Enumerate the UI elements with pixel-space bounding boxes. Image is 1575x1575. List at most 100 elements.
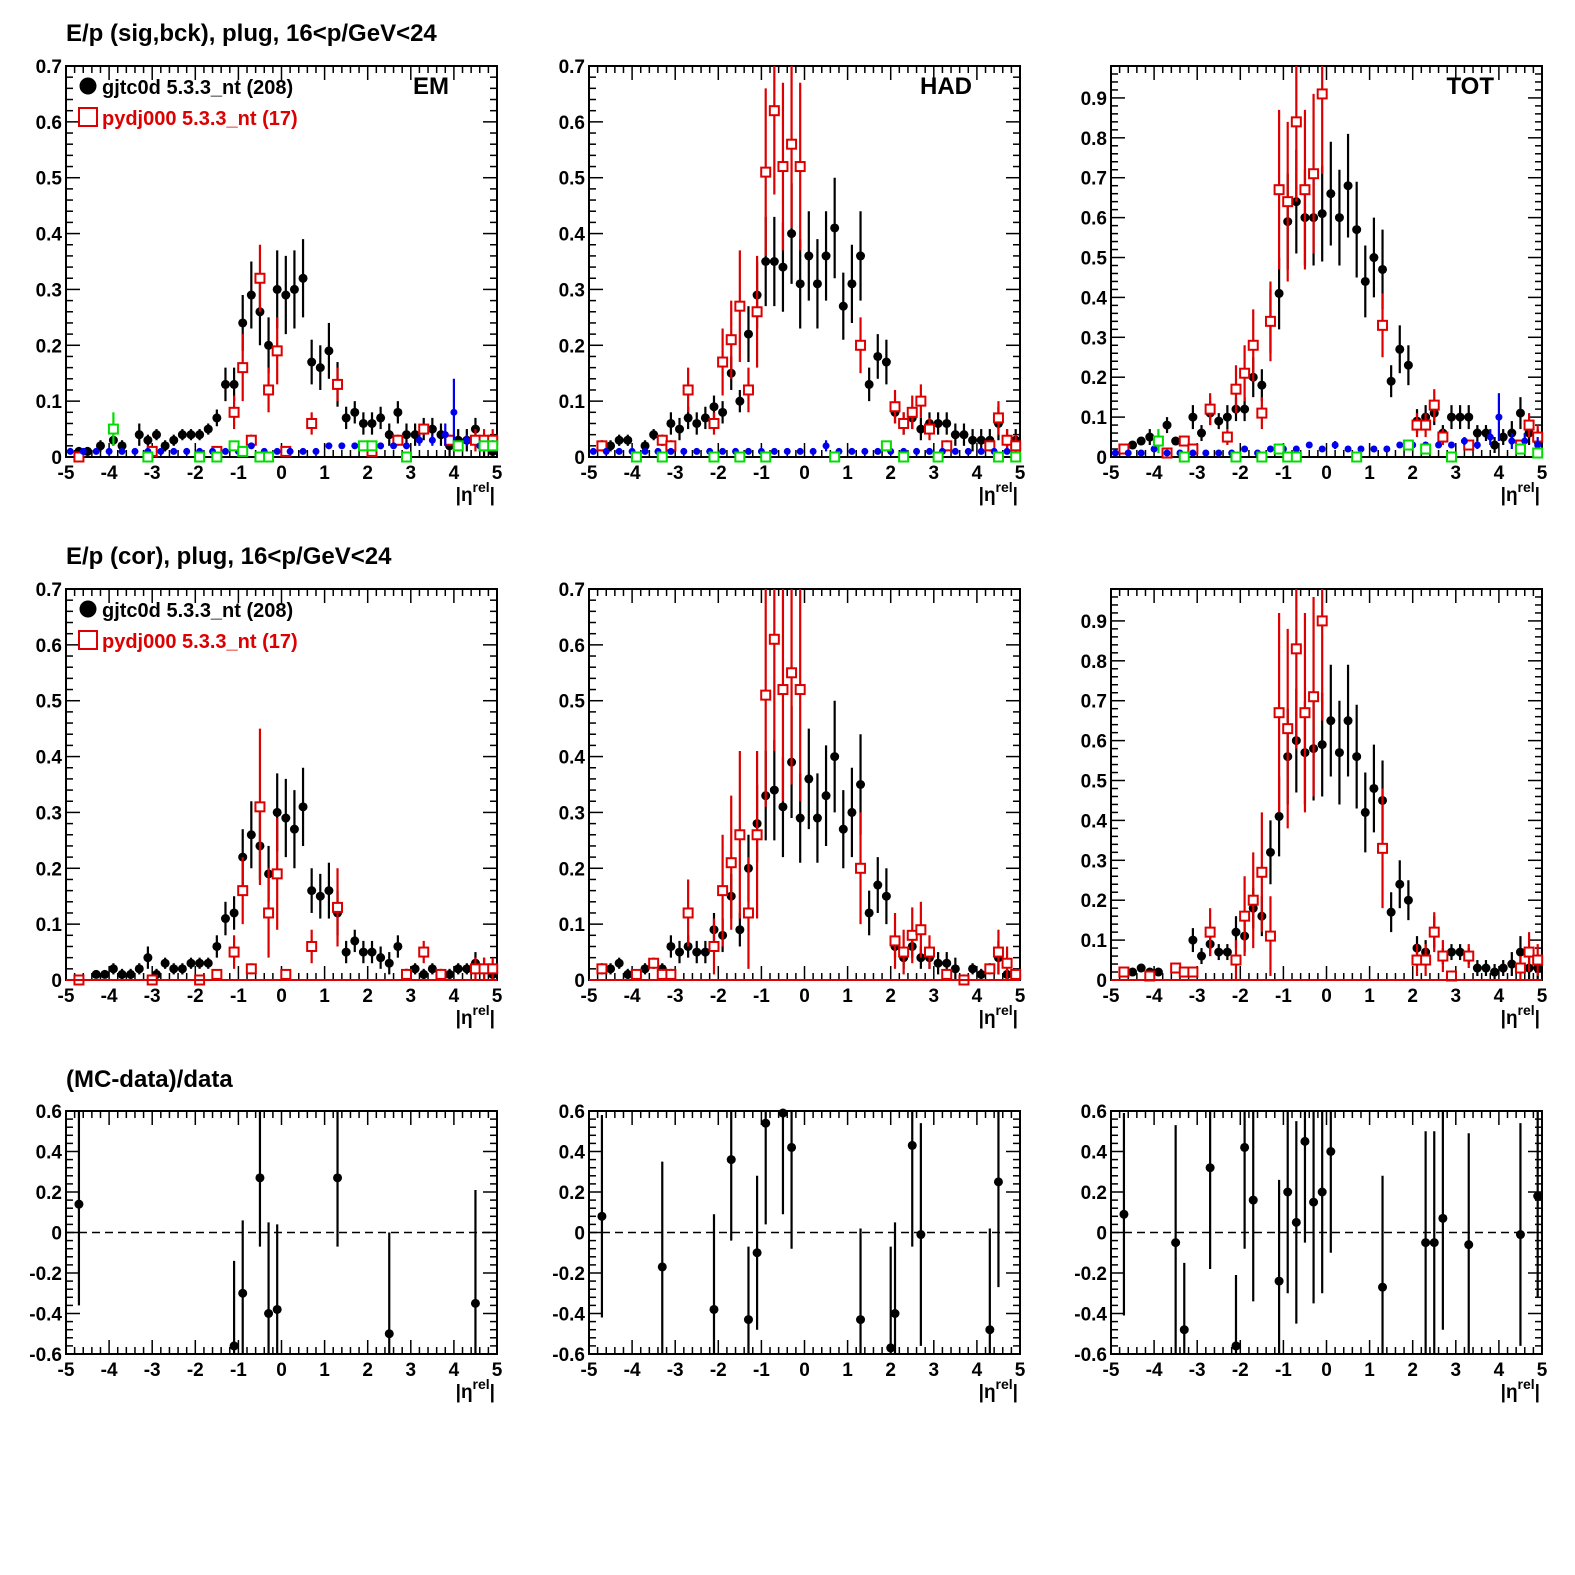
data-point bbox=[700, 413, 710, 423]
data-point bbox=[656, 434, 668, 446]
data-point bbox=[1352, 225, 1362, 235]
plot-frame bbox=[588, 65, 1021, 458]
x-tick-label: 3 bbox=[929, 1360, 940, 1381]
data-point bbox=[1202, 449, 1210, 457]
data-point bbox=[1153, 967, 1163, 977]
data-point bbox=[177, 964, 187, 974]
data-point bbox=[602, 447, 610, 455]
data-point bbox=[1429, 1238, 1439, 1248]
data-point bbox=[358, 947, 368, 957]
data-point bbox=[1010, 451, 1022, 463]
y-tick-label: 0.6 bbox=[559, 113, 585, 134]
data-point bbox=[734, 829, 746, 841]
plot-frame bbox=[1110, 65, 1543, 458]
data-point bbox=[1214, 947, 1224, 957]
data-point bbox=[1396, 441, 1404, 449]
data-point bbox=[1256, 866, 1268, 878]
y-tick-label: 0.4 bbox=[1081, 811, 1108, 832]
data-point bbox=[933, 958, 943, 968]
x-tick-label: 4 bbox=[1494, 1360, 1505, 1381]
series-1 bbox=[1118, 589, 1544, 982]
data-point bbox=[1136, 963, 1146, 973]
data-point bbox=[1481, 963, 1491, 973]
data-point bbox=[1292, 445, 1300, 453]
x-tick-label: 1 bbox=[1364, 986, 1375, 1007]
data-point bbox=[1241, 445, 1249, 453]
y-tick-label: 0.4 bbox=[559, 748, 586, 769]
data-point bbox=[615, 447, 623, 455]
data-point bbox=[263, 384, 275, 396]
y-tick-label: 0.2 bbox=[559, 336, 585, 357]
data-point bbox=[289, 824, 299, 834]
data-point bbox=[238, 1288, 248, 1298]
x-tick-label: -5 bbox=[581, 1360, 598, 1381]
data-point bbox=[1119, 1209, 1129, 1219]
data-point bbox=[1274, 811, 1284, 821]
data-point bbox=[324, 346, 334, 356]
data-point bbox=[79, 447, 87, 455]
y-tick-label: 0.4 bbox=[1081, 1143, 1108, 1164]
data-point bbox=[272, 1304, 282, 1314]
data-point bbox=[91, 969, 101, 979]
y-tick-label: 0.5 bbox=[36, 692, 63, 713]
data-point bbox=[889, 935, 901, 947]
data-point bbox=[1447, 441, 1455, 449]
data-point bbox=[778, 1108, 788, 1118]
legend-marker bbox=[79, 77, 97, 95]
data-point bbox=[1435, 441, 1443, 449]
data-point bbox=[1214, 416, 1224, 426]
x-tick-label: 1 bbox=[1364, 463, 1375, 484]
data-point bbox=[410, 430, 420, 440]
data-point bbox=[1299, 707, 1311, 719]
y-tick-label: 0 bbox=[574, 448, 585, 469]
data-point bbox=[1137, 449, 1145, 457]
data-point bbox=[1010, 968, 1022, 980]
data-point bbox=[768, 633, 780, 645]
data-point bbox=[462, 964, 472, 974]
data-point bbox=[751, 306, 763, 318]
data-point bbox=[682, 384, 694, 396]
data-point bbox=[1204, 926, 1216, 938]
data-point bbox=[1370, 445, 1378, 453]
data-point bbox=[1197, 428, 1207, 438]
data-point bbox=[804, 774, 814, 784]
y-tick-label: 0.1 bbox=[559, 392, 586, 413]
data-point bbox=[889, 401, 901, 413]
data-point bbox=[1282, 196, 1294, 208]
data-point bbox=[778, 802, 788, 812]
data-point bbox=[666, 418, 676, 428]
x-tick-label: -2 bbox=[710, 463, 727, 484]
x-tick-label: -5 bbox=[581, 986, 598, 1007]
x-tick-label: 5 bbox=[1015, 463, 1026, 484]
data-point bbox=[105, 447, 113, 455]
y-tick-label: -0.4 bbox=[1074, 1305, 1107, 1326]
data-point bbox=[1383, 445, 1391, 453]
y-tick-label: -0.4 bbox=[552, 1305, 585, 1326]
x-tick-label: 0 bbox=[1321, 463, 1332, 484]
data-point bbox=[1317, 1187, 1327, 1197]
data-point bbox=[864, 379, 874, 389]
y-tick-label: 0 bbox=[51, 971, 62, 992]
data-point bbox=[427, 964, 437, 974]
data-point bbox=[402, 442, 410, 450]
data-point bbox=[941, 440, 953, 452]
data-point bbox=[1111, 449, 1119, 457]
x-tick-label: -1 bbox=[753, 463, 770, 484]
x-tick-label: 1 bbox=[842, 986, 853, 1007]
data-point bbox=[1438, 1213, 1448, 1223]
y-tick-label: 0.6 bbox=[1081, 732, 1107, 753]
data-point bbox=[1136, 436, 1146, 446]
data-point bbox=[306, 940, 318, 952]
data-point bbox=[351, 442, 359, 450]
data-point bbox=[1490, 440, 1500, 450]
data-point bbox=[1472, 428, 1482, 438]
legend-marker bbox=[78, 630, 98, 650]
data-point bbox=[1308, 168, 1320, 180]
data-point bbox=[933, 418, 943, 428]
data-point bbox=[203, 424, 213, 434]
data-point bbox=[1334, 748, 1344, 758]
data-point bbox=[1162, 420, 1172, 430]
data-point bbox=[1445, 451, 1457, 463]
x-tick-label: 0 bbox=[799, 986, 810, 1007]
data-point bbox=[1344, 445, 1352, 453]
